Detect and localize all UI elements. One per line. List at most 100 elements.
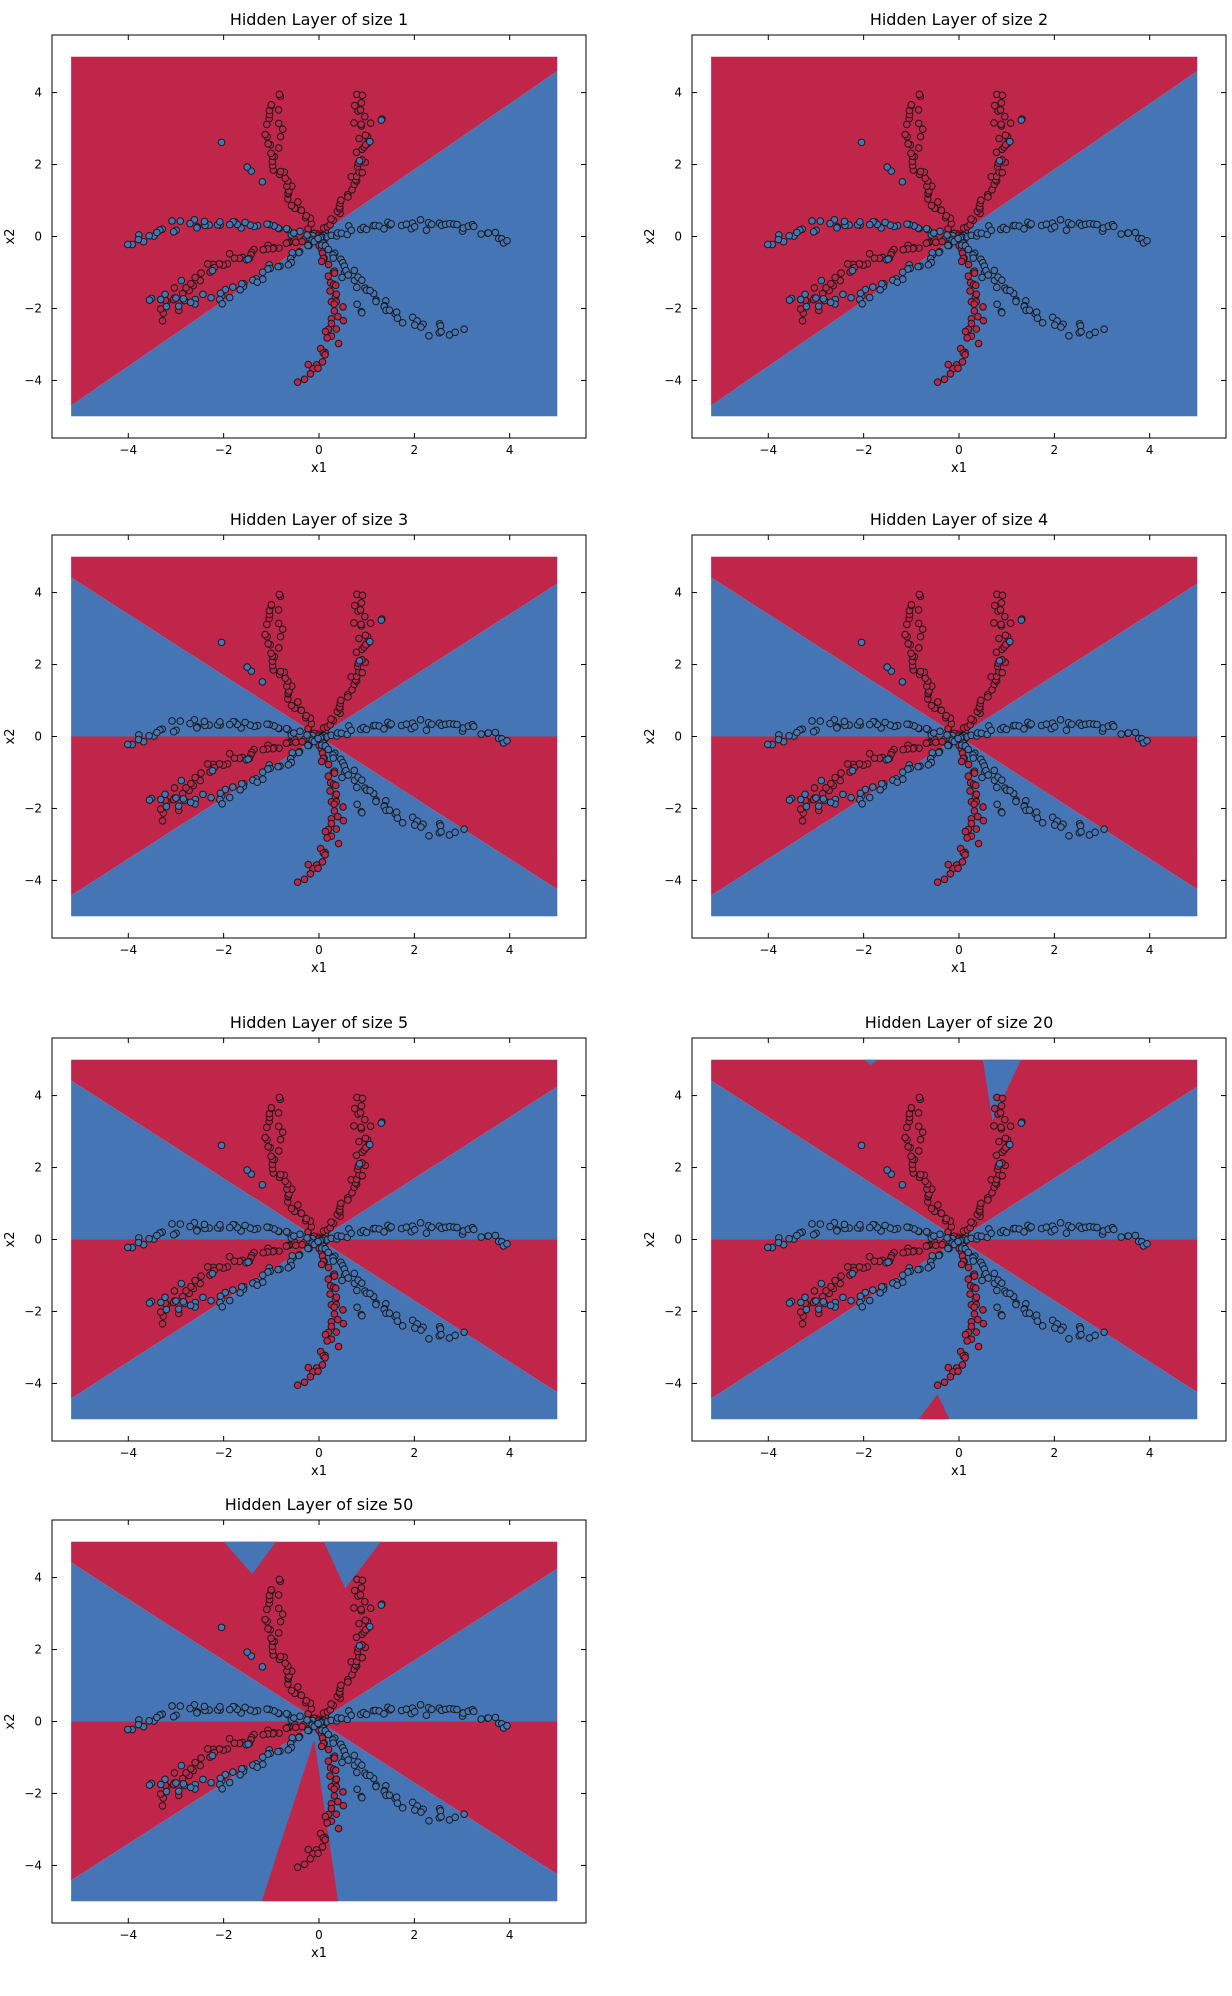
- point-class-0: [317, 757, 326, 766]
- point-class-1: [774, 1238, 783, 1247]
- point-class-0: [957, 1260, 966, 1269]
- point-class-0: [937, 706, 946, 715]
- point-class-1: [304, 1726, 312, 1735]
- x-axis-label: x1: [311, 961, 327, 976]
- y-tick-label: 4: [34, 1089, 42, 1103]
- point-class-1: [839, 790, 847, 799]
- point-class-0: [230, 1257, 239, 1265]
- point-class-0: [922, 239, 931, 247]
- x-tick-label: 0: [955, 1446, 963, 1460]
- point-class-0: [957, 257, 966, 266]
- point-class-1: [314, 1719, 322, 1728]
- point-class-1: [372, 1782, 380, 1791]
- point-class-0: [916, 1135, 925, 1144]
- point-class-0: [361, 1115, 369, 1124]
- point-class-1: [314, 734, 322, 743]
- point-class-0: [970, 269, 979, 277]
- point-class-1: [347, 226, 356, 235]
- point-class-0: [330, 300, 339, 308]
- point-class-1: [145, 296, 154, 304]
- point-class-1: [244, 1258, 252, 1267]
- y-tick-label: −4: [24, 873, 42, 887]
- point-class-1: [453, 1223, 461, 1232]
- point-class-1: [1077, 1330, 1085, 1339]
- point-class-1: [1143, 1239, 1151, 1248]
- point-class-1: [172, 1779, 180, 1787]
- point-class-0: [907, 1103, 916, 1112]
- point-class-0: [330, 307, 339, 315]
- point-class-1: [274, 262, 282, 271]
- y-tick-label: 4: [674, 1089, 682, 1103]
- point-class-1: [1062, 226, 1071, 234]
- y-tick-label: −4: [24, 373, 42, 387]
- y-axis-label: x2: [3, 729, 18, 745]
- point-class-1: [898, 1271, 907, 1280]
- point-class-0: [350, 119, 358, 127]
- point-class-1: [425, 1816, 433, 1825]
- point-class-0: [901, 1133, 909, 1142]
- point-class-1: [225, 720, 234, 729]
- point-class-1: [802, 802, 811, 811]
- point-class-1: [816, 217, 825, 225]
- point-class-1: [314, 1237, 322, 1246]
- point-class-1: [329, 1739, 338, 1747]
- point-class-1: [362, 725, 371, 734]
- point-class-0: [276, 167, 285, 176]
- y-tick-label: 2: [34, 1161, 42, 1175]
- point-class-1: [186, 1222, 194, 1231]
- point-class-0: [979, 316, 988, 325]
- point-class-1: [304, 1244, 312, 1253]
- point-class-1: [1143, 736, 1151, 745]
- point-class-0: [827, 279, 835, 288]
- point-class-0: [970, 769, 979, 777]
- point-class-0: [321, 1330, 330, 1339]
- point-class-1: [176, 717, 185, 725]
- point-class-1: [172, 794, 180, 802]
- point-class-0: [203, 260, 212, 268]
- point-class-1: [362, 225, 371, 234]
- point-class-0: [970, 1310, 979, 1318]
- point-class-0: [916, 667, 925, 676]
- point-class-1: [1067, 1223, 1076, 1232]
- point-class-0: [339, 303, 347, 311]
- point-class-1: [358, 1311, 366, 1320]
- point-class-0: [337, 1199, 345, 1208]
- x-tick-label: −4: [119, 443, 137, 457]
- point-class-1: [350, 1269, 359, 1278]
- point-class-1: [145, 1716, 153, 1725]
- point-class-0: [287, 1686, 296, 1695]
- point-class-1: [218, 299, 226, 308]
- red-artifact-bottom: [261, 1739, 339, 1902]
- point-class-0: [938, 1240, 946, 1249]
- point-class-0: [358, 668, 367, 677]
- point-class-1: [392, 308, 401, 316]
- point-class-1: [410, 1225, 419, 1234]
- chart-title: Hidden Layer of size 1: [230, 10, 408, 29]
- point-class-0: [304, 1363, 313, 1372]
- point-class-1: [817, 1279, 826, 1288]
- point-class-0: [915, 1093, 924, 1102]
- point-class-1: [134, 735, 143, 744]
- point-class-1: [329, 1257, 338, 1265]
- point-class-1: [229, 783, 237, 791]
- point-class-0: [324, 1757, 333, 1766]
- point-class-0: [972, 790, 981, 799]
- point-class-0: [294, 198, 302, 206]
- point-class-0: [321, 1353, 329, 1362]
- point-class-1: [350, 766, 359, 775]
- point-class-1: [987, 726, 996, 735]
- point-class-0: [958, 358, 967, 366]
- point-class-1: [225, 1296, 234, 1305]
- point-class-0: [934, 198, 942, 206]
- point-class-0: [294, 698, 302, 706]
- point-class-0: [964, 272, 973, 281]
- point-class-1: [857, 138, 866, 147]
- blue-region-right: [959, 1086, 1198, 1240]
- point-class-0: [918, 625, 927, 633]
- point-class-1: [217, 1141, 226, 1150]
- point-class-1: [427, 1705, 436, 1714]
- point-class-0: [944, 860, 953, 869]
- point-class-1: [398, 319, 407, 327]
- point-class-0: [810, 1287, 819, 1295]
- point-class-0: [998, 1094, 1007, 1103]
